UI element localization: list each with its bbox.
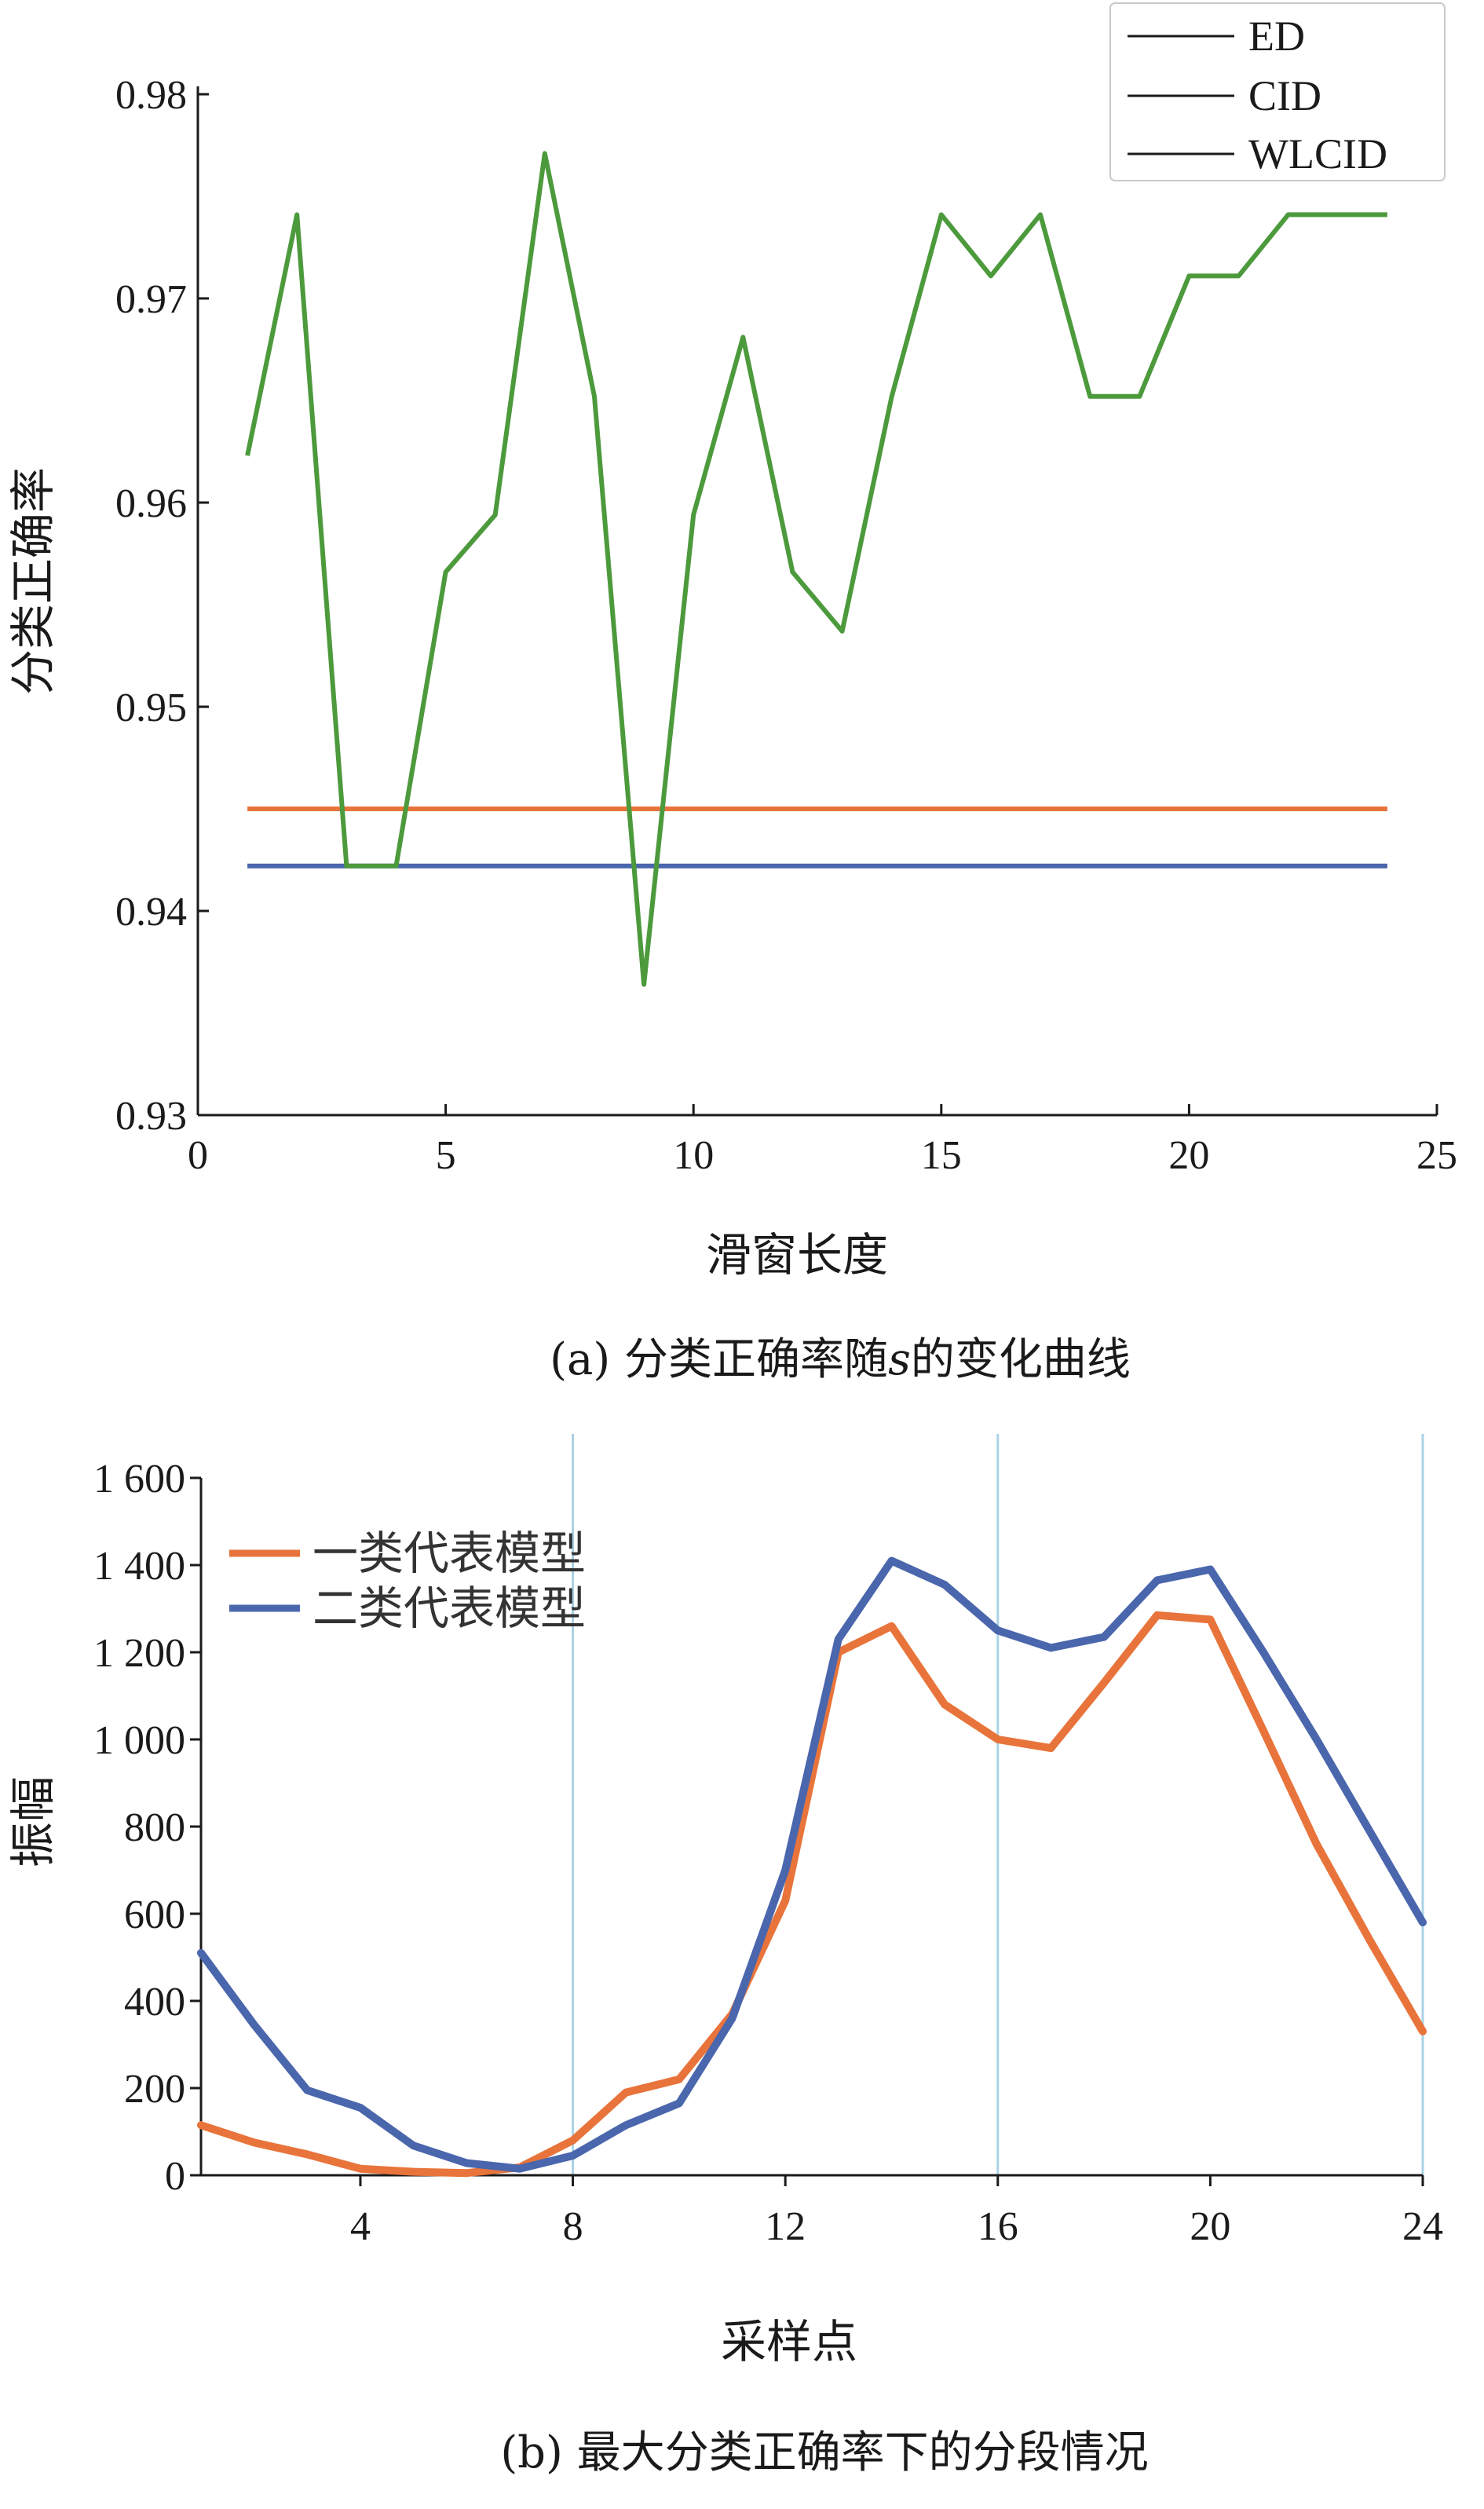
chart-b-x-tick-label: 20 (1190, 2204, 1230, 2249)
chart-a-x-tick-label: 20 (1168, 1133, 1209, 1178)
chart-a-y-ticks: 0.93 0.94 0.95 0.96 0.97 0.98 (115, 73, 209, 1139)
legend-label-class2: 二类代表模型 (313, 1582, 586, 1635)
chart-b-y-tick-label: 1 400 (93, 1544, 185, 1589)
chart-b-y-tick-label: 200 (124, 2067, 185, 2112)
chart-a-axes (196, 86, 1437, 1117)
chart-a-y-tick-label: 0.96 (115, 481, 187, 526)
chart-b-x-ticks: 4 8 12 16 20 24 (350, 2175, 1443, 2249)
chart-a-caption-suffix: 的变化曲线 (911, 1334, 1131, 1385)
chart-a-y-tick-label: 0.95 (115, 686, 187, 730)
chart-a-series (245, 151, 1387, 987)
series-line-class2 (197, 1556, 1427, 2173)
chart-b-legend: 一类代表模型 二类代表模型 (229, 1527, 586, 1635)
chart-b-y-ticks: 0 200 400 600 800 1 000 1 200 1 400 1 600 (93, 1457, 201, 2199)
chart-a-x-tick-label: 0 (188, 1133, 208, 1178)
series-line-wlcid (245, 151, 1387, 987)
chart-b-ylabel: 振幅 (6, 1776, 60, 1867)
chart-a-x-tick-label: 5 (436, 1133, 456, 1178)
chart-b-x-tick-label: 8 (563, 2204, 583, 2249)
chart-a-legend: ED CID WLCID (1109, 2, 1446, 181)
chart-a-x-ticks: 0 5 10 15 20 25 (188, 1104, 1457, 1178)
chart-b-y-tick-label: 1 600 (93, 1457, 185, 1501)
chart-b-caption: (b) 最大分类正确率下的分段情况 (500, 2427, 1148, 2478)
chart-a-x-tick-label: 10 (673, 1133, 714, 1178)
chart-a-y-tick-label: 0.94 (115, 890, 187, 934)
chart-a-x-tick-label: 25 (1416, 1133, 1457, 1178)
chart-a-caption-var: s (888, 1334, 911, 1385)
chart-b-y-tick-label: 600 (124, 1893, 185, 1937)
chart-b-xlabel: 采样点 (721, 2315, 857, 2368)
chart-a-caption: (a) 分类正确率随s的变化曲线 (550, 1334, 1131, 1385)
chart-b-y-tick-label: 1 000 (93, 1718, 185, 1763)
chart-a-caption-prefix: (a) 分类正确率随 (550, 1334, 888, 1385)
chart-b-x-tick-label: 4 (350, 2204, 371, 2249)
chart-a-xlabel: 滑窗长度 (706, 1228, 888, 1282)
chart-a-ylabel: 分类正确率 (6, 467, 60, 695)
chart-b-x-tick-label: 16 (978, 2204, 1018, 2249)
legend-label-wlcid: WLCID (1248, 130, 1387, 177)
legend-label-cid: CID (1248, 72, 1321, 119)
chart-a-y-tick-label: 0.93 (115, 1094, 187, 1139)
chart-b-y-tick-label: 800 (124, 1805, 185, 1850)
chart-b-x-tick-label: 12 (765, 2204, 806, 2249)
chart-b-y-tick-label: 1 200 (93, 1631, 185, 1676)
chart-b-y-tick-label: 400 (124, 1980, 185, 2024)
chart-a-legend-box (1109, 2, 1446, 181)
legend-label-class1: 一类代表模型 (313, 1527, 586, 1580)
legend-label-ed: ED (1248, 13, 1305, 60)
chart-a-y-tick-label: 0.98 (115, 73, 187, 118)
chart-b-y-tick-label: 0 (165, 2154, 185, 2199)
chart-b-segment-lines (572, 1434, 1424, 2175)
chart-b: 0 200 400 600 800 1 000 1 200 1 400 1 600 4 8 12 16… (6, 1434, 1443, 2478)
chart-a-y-tick-label: 0.97 (115, 277, 187, 322)
chart-b-x-tick-label: 24 (1402, 2204, 1443, 2249)
chart-a-x-tick-label: 15 (921, 1133, 962, 1178)
chart-a: 0.93 0.94 0.95 0.96 0.97 0.98 0 5 10 15 20 25 ED C… (6, 2, 1457, 1385)
chart-b-series (197, 1556, 1427, 2178)
series-line-class1 (197, 1611, 1427, 2178)
